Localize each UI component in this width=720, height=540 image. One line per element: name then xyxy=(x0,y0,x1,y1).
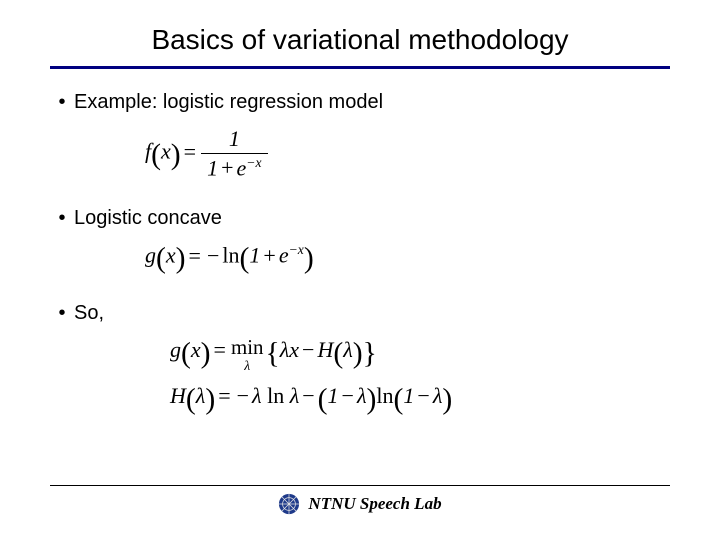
formula-logistic: f(x)=11+e−x xyxy=(145,126,670,181)
footer-divider xyxy=(50,485,670,486)
bullet-3-text: So, xyxy=(74,302,104,325)
formula-so-H: H(λ)=−λ ln λ−(1−λ)ln(1−λ) xyxy=(170,383,670,416)
slide: Basics of variational methodology • Exam… xyxy=(0,0,720,540)
formula-so-g: g(x)=minλ{λx−H(λ)} xyxy=(170,337,670,373)
bullet-3: • So, xyxy=(50,302,670,325)
bullet-dot: • xyxy=(50,302,74,325)
footer-label: NTNU Speech Lab xyxy=(308,494,441,514)
bullet-2-text: Logistic concave xyxy=(74,207,222,230)
ntnu-logo-icon xyxy=(278,493,300,515)
bullet-2: • Logistic concave xyxy=(50,207,670,230)
bullet-1: • Example: logistic regression model xyxy=(50,91,670,114)
formula-so-block: g(x)=minλ{λx−H(λ)} H(λ)=−λ ln λ−(1−λ)ln(… xyxy=(170,337,670,416)
bullet-1-text: Example: logistic regression model xyxy=(74,91,383,114)
formula-g: g(x)=−ln(1+e−x) xyxy=(145,242,670,276)
page-title: Basics of variational methodology xyxy=(50,24,670,56)
title-divider xyxy=(50,66,670,69)
footer: NTNU Speech Lab xyxy=(0,493,720,520)
bullet-dot: • xyxy=(50,91,74,114)
bullet-dot: • xyxy=(50,207,74,230)
